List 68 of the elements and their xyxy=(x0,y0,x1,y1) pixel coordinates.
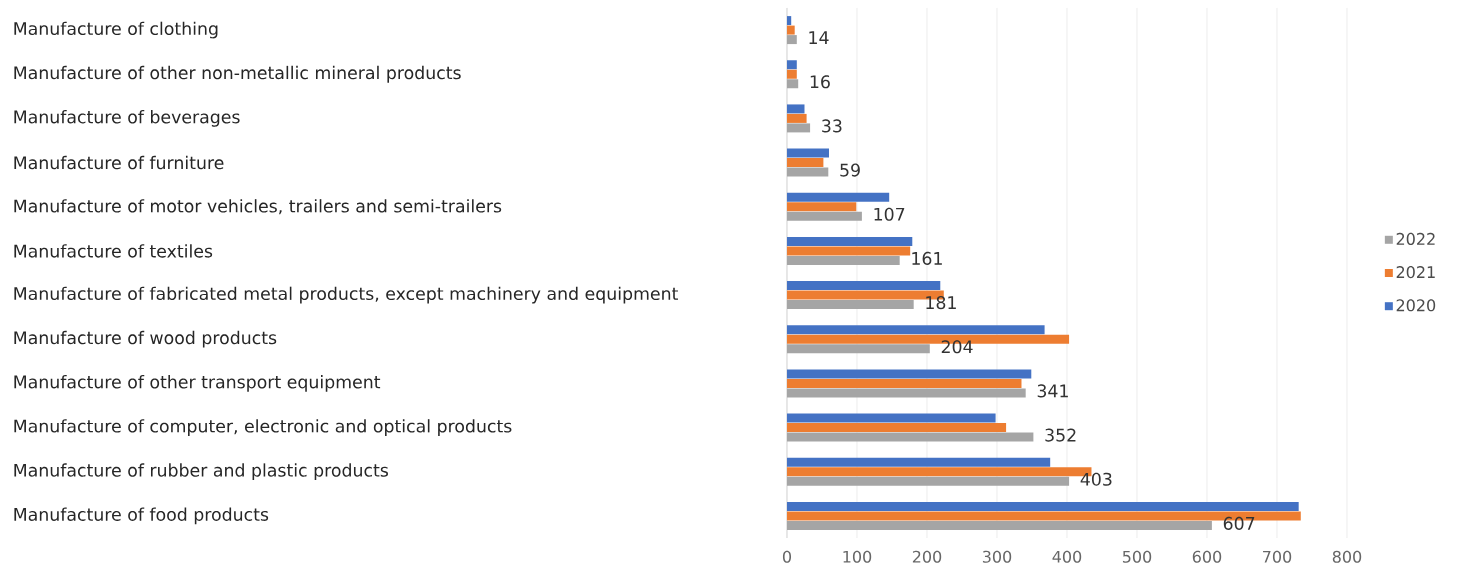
bar xyxy=(787,60,797,70)
data-label: 107 xyxy=(874,207,905,221)
bar xyxy=(787,413,996,423)
bar xyxy=(787,520,1212,530)
legend-label: 2020 xyxy=(1396,299,1436,312)
y-tick-label: Manufacture of food products xyxy=(14,507,269,525)
data-label: 341 xyxy=(1037,384,1068,398)
x-tick-label: 0 xyxy=(782,550,792,563)
y-tick-label: Manufacture of computer, electronic and optical products xyxy=(14,419,512,436)
x-tick-label: 100 xyxy=(843,550,872,563)
bar xyxy=(787,35,797,45)
bar xyxy=(787,369,1032,379)
bar xyxy=(787,192,890,202)
bar xyxy=(787,344,930,354)
data-label: 14 xyxy=(809,31,829,44)
data-label: 352 xyxy=(1045,428,1076,442)
x-tick-label: 300 xyxy=(982,550,1012,563)
data-label: 403 xyxy=(1080,472,1112,486)
data-label: 607 xyxy=(1223,516,1255,530)
bar xyxy=(787,236,913,246)
bar xyxy=(787,388,1026,398)
y-tick-label: Manufacture of clothing xyxy=(14,21,218,39)
y-tick-label: Manufacture of motor vehicles, trailers and semi-trailers xyxy=(14,199,502,215)
data-label: 16 xyxy=(810,75,830,89)
bar xyxy=(787,211,862,221)
data-label: 59 xyxy=(840,163,860,177)
y-tick-label: Manufacture of furniture xyxy=(14,155,224,170)
bar xyxy=(787,123,811,133)
bar xyxy=(787,300,914,310)
bar xyxy=(787,432,1034,442)
x-tick-label: 600 xyxy=(1192,550,1222,563)
data-label: 161 xyxy=(912,251,942,265)
y-tick-label: Manufacture of other non-metallic mineral products xyxy=(14,65,461,83)
bar xyxy=(787,325,1045,335)
bar xyxy=(787,246,911,256)
legend-label: 2022 xyxy=(1396,232,1435,245)
bar xyxy=(787,202,857,212)
y-tick-label: Manufacture of other transport equipment xyxy=(14,375,381,392)
x-tick-label: 200 xyxy=(912,550,942,563)
data-label: 181 xyxy=(926,296,956,310)
legend-label: 2021 xyxy=(1396,266,1435,279)
bar xyxy=(787,69,797,79)
bar xyxy=(787,281,941,291)
y-tick-label: Manufacture of rubber and plastic products xyxy=(14,463,388,481)
y-tick-label: Manufacture of wood products xyxy=(14,330,277,348)
bar xyxy=(787,501,1299,511)
bar xyxy=(787,148,829,158)
x-tick-label: 800 xyxy=(1332,550,1362,563)
bar xyxy=(787,104,805,114)
bar xyxy=(787,167,829,177)
bar xyxy=(787,158,824,168)
bar xyxy=(787,423,1007,433)
x-tick-label: 700 xyxy=(1263,550,1292,563)
bar xyxy=(787,113,807,123)
bar xyxy=(787,79,799,89)
y-tick-label: Manufacture of fabricated metal products, except machinery and equipment xyxy=(14,286,678,304)
bar xyxy=(787,476,1070,486)
bar xyxy=(787,25,795,35)
y-tick-label: Manufacture of textiles xyxy=(14,244,213,258)
data-label: 33 xyxy=(822,119,842,133)
bar xyxy=(787,16,792,26)
x-tick-label: 400 xyxy=(1052,550,1082,563)
y-tick-label: Manufacture of beverages xyxy=(14,110,240,127)
x-tick-label: 500 xyxy=(1122,550,1152,563)
data-label: 204 xyxy=(941,340,973,354)
bar xyxy=(787,255,900,265)
bar xyxy=(787,378,1022,388)
bar xyxy=(787,457,1051,467)
